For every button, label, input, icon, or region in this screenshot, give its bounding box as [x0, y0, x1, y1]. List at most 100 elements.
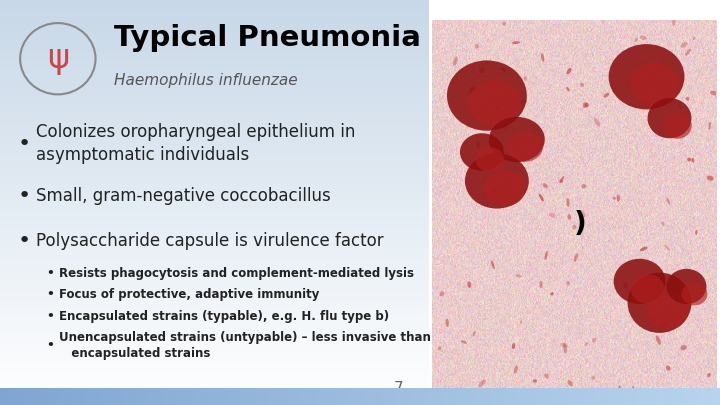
Ellipse shape [438, 346, 441, 350]
Text: Small, gram-negative coccobacillus: Small, gram-negative coccobacillus [37, 188, 331, 205]
Text: •: • [18, 134, 31, 154]
Ellipse shape [585, 342, 588, 346]
Ellipse shape [582, 102, 587, 108]
Ellipse shape [617, 195, 620, 202]
Ellipse shape [549, 213, 555, 218]
Ellipse shape [681, 283, 708, 305]
Ellipse shape [563, 343, 567, 354]
Ellipse shape [567, 380, 573, 386]
Ellipse shape [594, 118, 600, 127]
Text: Focus of protective, adaptive immunity: Focus of protective, adaptive immunity [59, 288, 320, 301]
Ellipse shape [503, 21, 506, 26]
Ellipse shape [632, 386, 634, 396]
Ellipse shape [490, 143, 492, 149]
Ellipse shape [656, 335, 661, 345]
Ellipse shape [500, 125, 507, 129]
Ellipse shape [491, 158, 498, 162]
Ellipse shape [693, 37, 696, 40]
Ellipse shape [550, 292, 554, 296]
Ellipse shape [512, 41, 520, 44]
Text: •: • [46, 310, 54, 323]
Ellipse shape [680, 42, 688, 48]
Ellipse shape [475, 44, 479, 49]
Ellipse shape [686, 97, 689, 101]
Ellipse shape [461, 340, 467, 343]
Ellipse shape [707, 176, 714, 181]
Ellipse shape [523, 99, 527, 104]
Ellipse shape [489, 117, 545, 162]
Ellipse shape [523, 76, 527, 81]
Ellipse shape [580, 211, 585, 217]
Ellipse shape [581, 184, 586, 188]
Ellipse shape [493, 189, 497, 194]
Ellipse shape [678, 102, 682, 109]
Ellipse shape [613, 197, 616, 200]
Text: Resists phagocytosis and complement-mediated lysis: Resists phagocytosis and complement-medi… [59, 267, 414, 280]
Ellipse shape [668, 101, 673, 104]
Ellipse shape [453, 56, 458, 66]
Text: Colonizes oropharyngeal epithelium in
asymptomatic individuals: Colonizes oropharyngeal epithelium in as… [37, 124, 356, 164]
Ellipse shape [493, 81, 497, 85]
Text: Haemophilus influenzae: Haemophilus influenzae [114, 73, 297, 89]
Ellipse shape [472, 331, 476, 337]
Ellipse shape [640, 247, 647, 251]
Ellipse shape [663, 113, 692, 139]
Text: 7: 7 [394, 381, 403, 396]
Ellipse shape [500, 67, 506, 72]
Text: Encapsulated strains (typable), e.g. H. flu type b): Encapsulated strains (typable), e.g. H. … [59, 310, 390, 323]
Ellipse shape [666, 366, 670, 371]
Ellipse shape [630, 63, 679, 105]
Ellipse shape [667, 269, 706, 304]
Ellipse shape [631, 274, 665, 304]
Ellipse shape [603, 93, 609, 98]
Ellipse shape [560, 176, 564, 183]
Ellipse shape [476, 147, 504, 172]
Ellipse shape [491, 260, 495, 270]
Ellipse shape [672, 16, 675, 26]
Ellipse shape [647, 291, 688, 330]
Ellipse shape [608, 44, 685, 109]
Ellipse shape [664, 244, 670, 251]
Ellipse shape [533, 379, 537, 383]
Ellipse shape [544, 251, 548, 260]
Ellipse shape [560, 343, 567, 347]
Ellipse shape [541, 53, 544, 62]
Text: Unencapsulated strains (untypable) – less invasive than
   encapsulated strains: Unencapsulated strains (untypable) – les… [59, 330, 431, 360]
Ellipse shape [574, 253, 578, 262]
Ellipse shape [661, 222, 665, 226]
Text: ψ: ψ [47, 42, 69, 75]
Ellipse shape [567, 281, 570, 286]
Ellipse shape [516, 274, 522, 277]
Text: ): ) [573, 210, 586, 238]
Ellipse shape [695, 230, 698, 235]
Ellipse shape [465, 153, 528, 209]
Text: Typical Pneumonia: Typical Pneumonia [114, 24, 420, 53]
Text: •: • [46, 339, 54, 352]
Ellipse shape [691, 158, 694, 162]
Ellipse shape [634, 38, 638, 42]
Ellipse shape [680, 345, 687, 350]
Ellipse shape [469, 80, 521, 126]
Ellipse shape [585, 103, 589, 107]
Text: •: • [46, 288, 54, 301]
Ellipse shape [495, 107, 499, 111]
Ellipse shape [447, 60, 527, 131]
Ellipse shape [543, 183, 548, 188]
Ellipse shape [520, 320, 522, 324]
Ellipse shape [478, 379, 486, 387]
Ellipse shape [514, 366, 518, 374]
Ellipse shape [558, 180, 564, 183]
Ellipse shape [544, 373, 549, 379]
Ellipse shape [707, 373, 711, 377]
Ellipse shape [572, 224, 577, 230]
Ellipse shape [567, 198, 570, 207]
Ellipse shape [480, 68, 485, 73]
Text: •: • [18, 231, 31, 251]
Ellipse shape [708, 122, 711, 130]
Ellipse shape [639, 35, 647, 40]
Ellipse shape [469, 87, 475, 93]
Ellipse shape [507, 132, 543, 162]
Text: •: • [46, 267, 54, 280]
Ellipse shape [512, 343, 516, 349]
Ellipse shape [477, 141, 480, 149]
